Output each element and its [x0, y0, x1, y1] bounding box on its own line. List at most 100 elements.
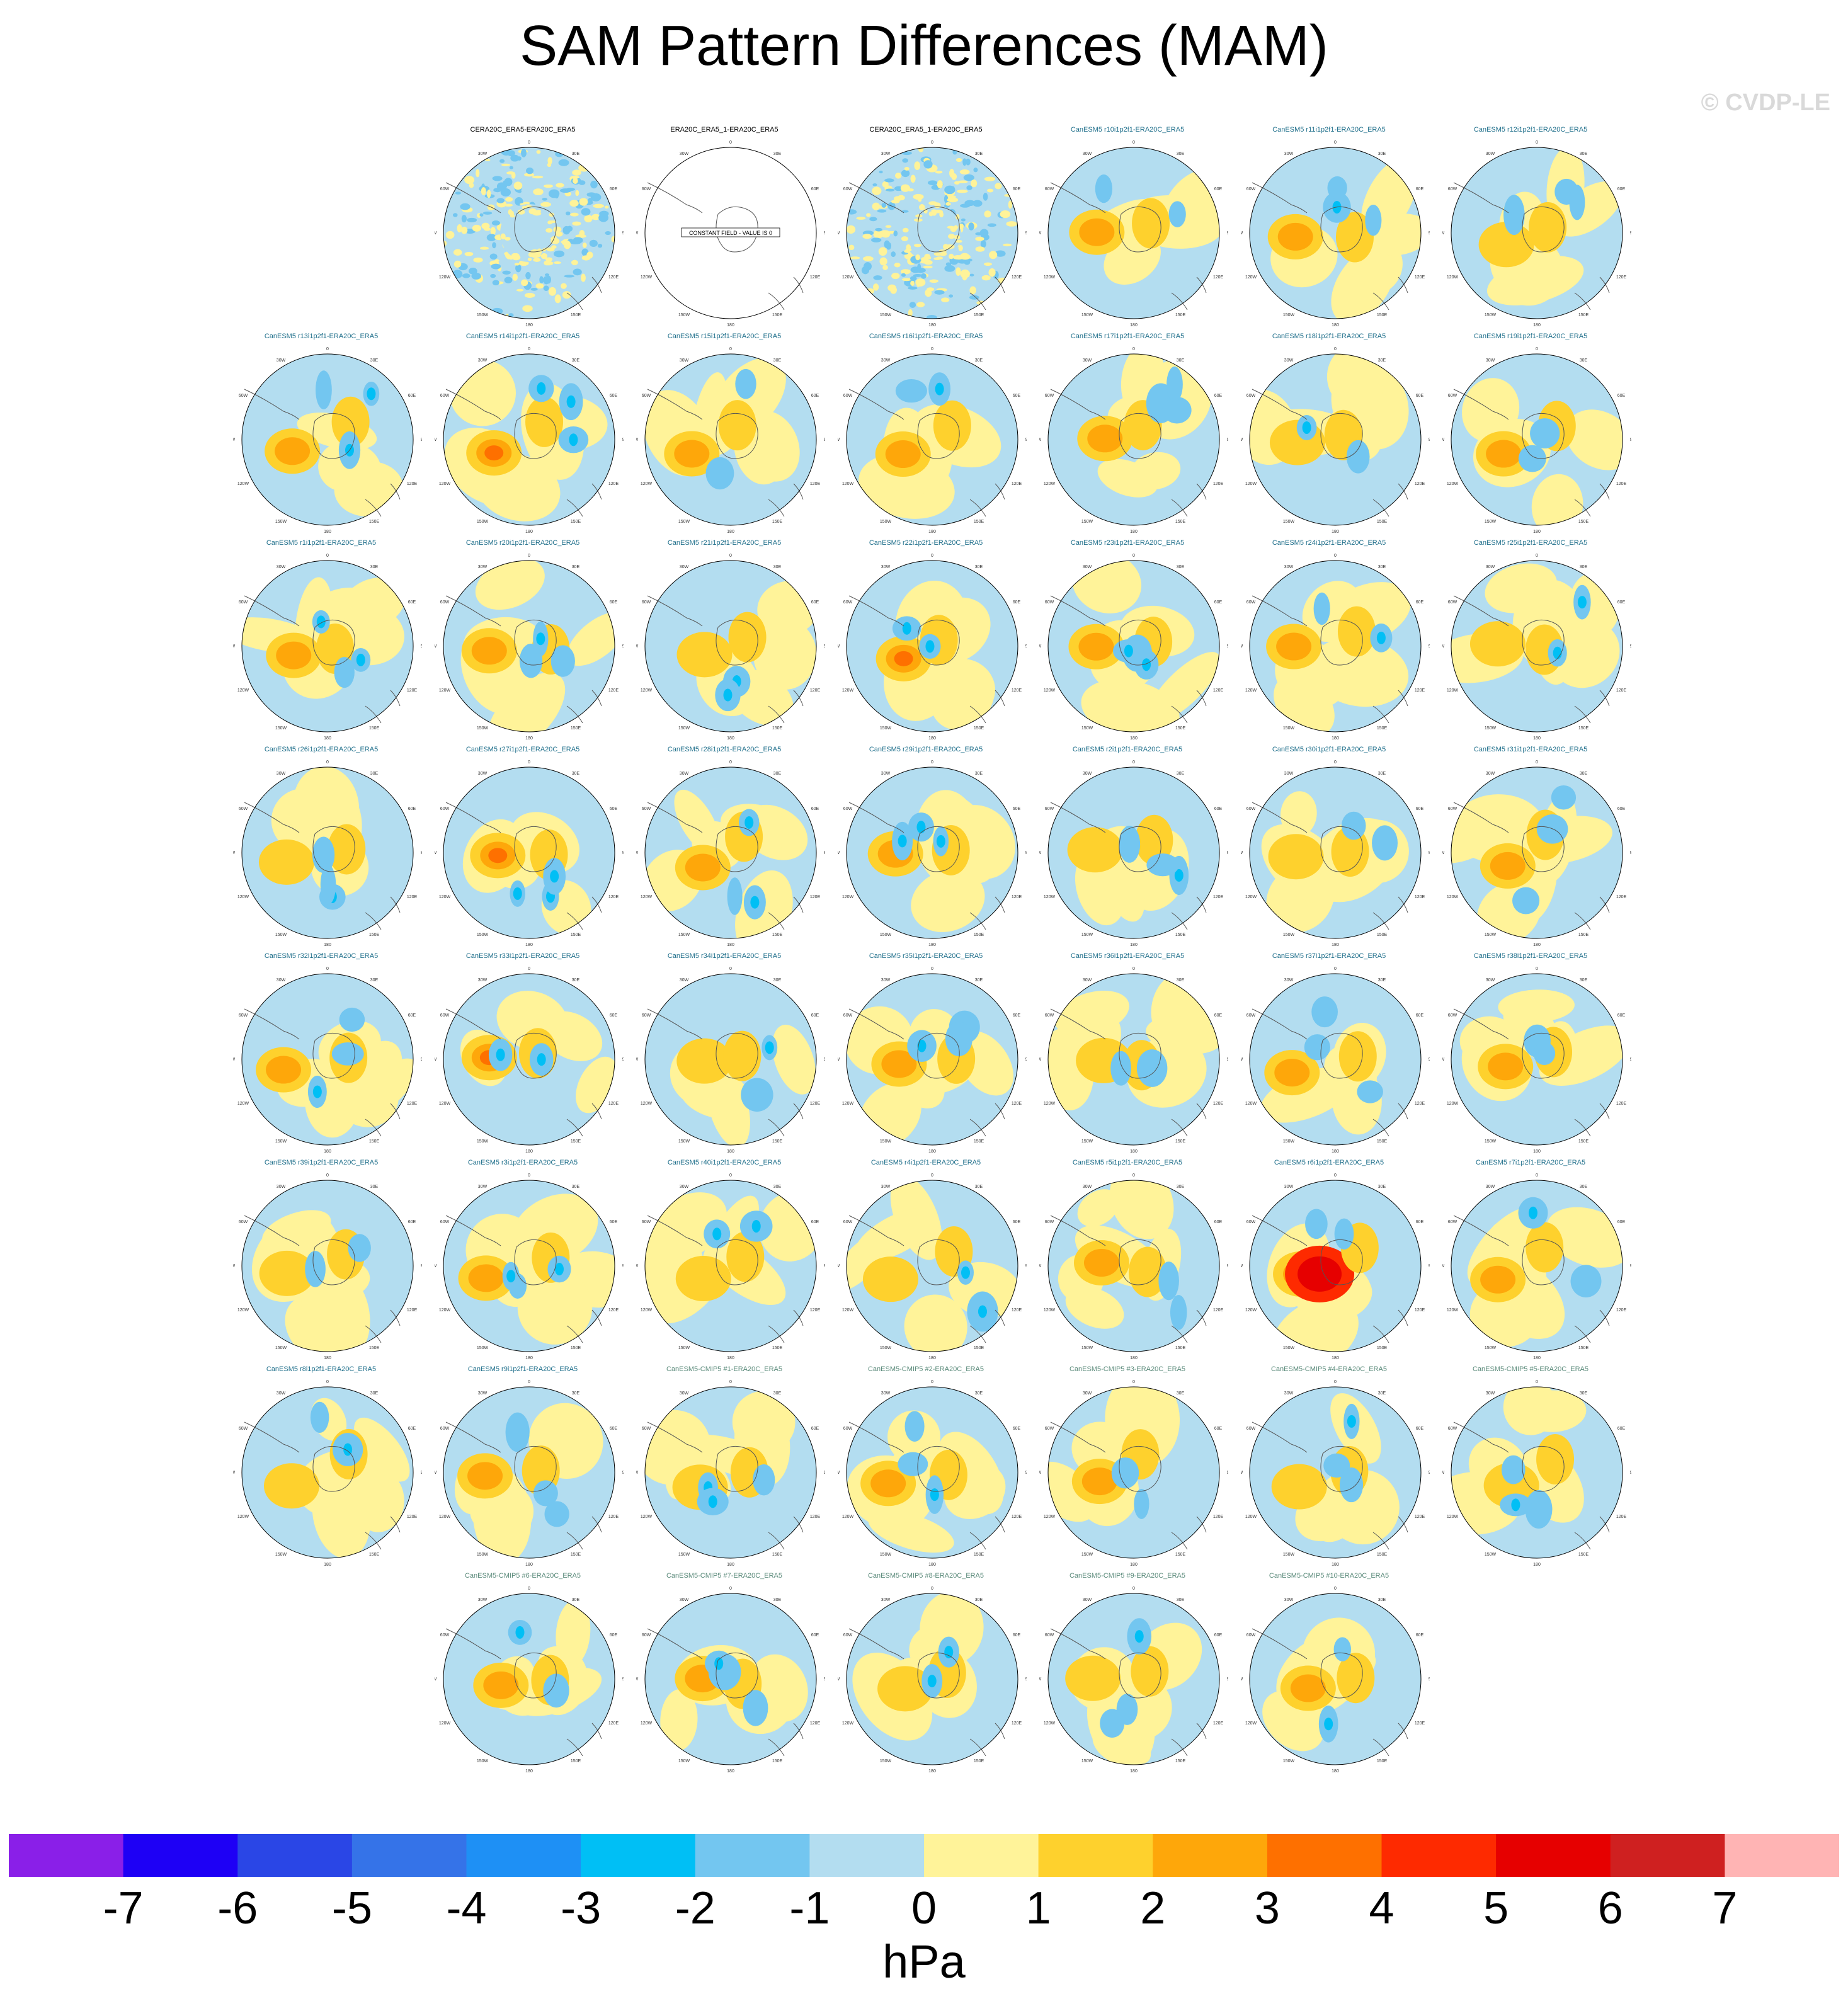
lon-label-lon_lr: 120E [608, 275, 619, 280]
lon-label-lon_bottom: 180 [1130, 1356, 1138, 1359]
antarctica-coastline [716, 413, 758, 459]
field-blob [723, 1030, 761, 1081]
colorbar-tick-label: 2 [1140, 1883, 1165, 1934]
lon-label-lon_left: 90W [636, 1057, 639, 1062]
map-border [443, 973, 615, 1146]
field-blob [877, 209, 887, 213]
field-blob [879, 257, 887, 266]
field-blob [1554, 181, 1623, 237]
field-blob [491, 307, 503, 315]
lon-label-lon_top: 0 [326, 1173, 329, 1178]
map-panel: CanESM5 r28i1p2f1-ERA20C_ERA5 0 180 90W 90E 3… [624, 746, 825, 947]
field-blob [491, 263, 501, 270]
field-blob [348, 1234, 371, 1262]
field-blob [547, 220, 556, 224]
lon-label-lon_tr: 30E [975, 978, 983, 983]
lon-label-lon_top: 0 [326, 760, 329, 765]
lon-label-lon_tr: 30E [1580, 1185, 1588, 1189]
map-panel: CanESM5 r40i1p2f1-ERA20C_ERA5 0 180 90W 90E 3… [624, 1159, 825, 1360]
lon-label-lon_ur: 60E [1214, 187, 1223, 191]
lon-label-lon_ur: 60E [1617, 600, 1626, 605]
polar-map: 0 180 90W 90E 30W 30E 60W 60E 120W 120E 150W 150E [233, 1173, 422, 1359]
field-blob [875, 227, 882, 232]
lon-label-lon_right: 90E [1227, 1471, 1228, 1475]
south-america-coastline [1050, 1008, 1106, 1040]
lon-label-lon_lr: 120E [1012, 1721, 1022, 1726]
lon-label-lon_ll: 120W [842, 1515, 854, 1519]
field-blob [573, 268, 582, 276]
south-america-coastline [1252, 1628, 1308, 1660]
map-border [1047, 353, 1220, 526]
panel-title: CanESM5 r18i1p2f1-ERA20C_ERA5 [1272, 333, 1386, 340]
polar-map: 0 180 90W 90E 30W 30E 60W 60E 120W 120E 150W 150E [233, 760, 422, 946]
map-border [846, 1593, 1018, 1765]
lon-label-lon_top: 0 [1334, 347, 1337, 351]
field-blob [471, 272, 481, 280]
lon-label-lon_ll: 120W [237, 1102, 249, 1106]
south-america-coastline [1252, 1421, 1308, 1453]
field-blob [1511, 1498, 1520, 1512]
field-blob [1333, 1637, 1352, 1661]
lon-label-lon_bl: 150W [1283, 313, 1295, 317]
lon-label-lon_right: 90E [1227, 1677, 1228, 1682]
lon-label-lon_bl: 150W [1485, 933, 1497, 937]
lon-label-lon_top: 0 [528, 140, 530, 145]
field-blob [727, 877, 743, 915]
lon-label-lon_right: 90E [1025, 851, 1027, 855]
antarctica-coastline [1320, 206, 1363, 253]
field-blob [913, 243, 922, 248]
field-blob [904, 166, 910, 171]
antarctica-coastline [917, 826, 960, 872]
lon-label-lon_top: 0 [931, 1587, 933, 1591]
field-blob [486, 190, 491, 198]
lon-label-lon_tl: 30W [1486, 565, 1495, 569]
lon-label-lon_left: 90W [636, 1471, 639, 1475]
polar-map: 0 180 90W 90E 30W 30E 60W 60E 120W 120E 150W 150E [435, 554, 624, 739]
lon-label-lon_bottom: 180 [727, 1563, 734, 1566]
field-blob [550, 645, 575, 677]
lon-label-lon_ll: 120W [842, 688, 854, 693]
field-blob [909, 302, 916, 308]
lon-label-lon_bottom: 180 [1130, 1149, 1138, 1153]
field-blob [490, 227, 496, 236]
lon-label-lon_right: 90E [1025, 1264, 1027, 1268]
south-america-coastline [848, 1215, 904, 1246]
panel-title: CanESM5 r13i1p2f1-ERA20C_ERA5 [264, 333, 379, 340]
lon-label-lon_tl: 30W [478, 978, 488, 983]
colorbar-tick-label: -2 [675, 1883, 716, 1934]
lon-label-lon_right: 90E [622, 644, 624, 649]
field-blob [509, 166, 513, 169]
antarctica-coastline [1119, 413, 1161, 459]
lon-label-lon_ll: 120W [641, 1102, 653, 1106]
field-blob [1008, 200, 1013, 209]
lon-label-lon_bl: 150W [1081, 520, 1093, 524]
lon-label-lon_tl: 30W [1083, 1391, 1092, 1396]
polar-map: 0 180 90W 90E 30W 30E 60W 60E 120W 120E 150W 150E [233, 347, 422, 533]
polar-map: 0 180 90W 90E 30W 30E 60W 60E 120W 120E 150W 150E [636, 760, 825, 946]
field-blob [1100, 1709, 1125, 1738]
field-blob [1003, 243, 1012, 247]
lon-label-lon_top: 0 [729, 554, 732, 558]
field-blob [1339, 1467, 1364, 1503]
panel-title: CanESM5 r1i1p2f1-ERA20C_ERA5 [266, 539, 377, 547]
lon-label-lon_right: 90E [824, 1471, 825, 1475]
lon-label-lon_br: 150E [974, 520, 984, 524]
field-blob [510, 154, 520, 162]
lon-label-lon_ul: 60W [440, 1633, 450, 1638]
panel-title: CanESM5-CMIP5 #10-ERA20C_ERA5 [1269, 1572, 1389, 1580]
lon-label-lon_tl: 30W [1083, 565, 1092, 569]
field-blob [930, 1488, 939, 1501]
lon-label-lon_bl: 150W [1283, 933, 1295, 937]
lon-label-lon_bottom: 180 [1533, 1563, 1541, 1566]
field-blob [354, 1417, 410, 1482]
lon-label-lon_top: 0 [1334, 1173, 1337, 1178]
field-blob [898, 1452, 928, 1476]
map-border [644, 1593, 817, 1765]
polar-map: 0 180 90W 90E 30W 30E 60W 60E 120W 120E 150W 150E [233, 967, 422, 1153]
lon-label-lon_lr: 120E [407, 1102, 418, 1106]
lon-label-lon_right: 90E [421, 851, 422, 855]
field-blob [1519, 1390, 1587, 1432]
field-blob [1146, 853, 1179, 877]
lon-label-lon_right: 90E [1429, 1057, 1430, 1062]
lon-label-lon_ul: 60W [440, 394, 450, 398]
